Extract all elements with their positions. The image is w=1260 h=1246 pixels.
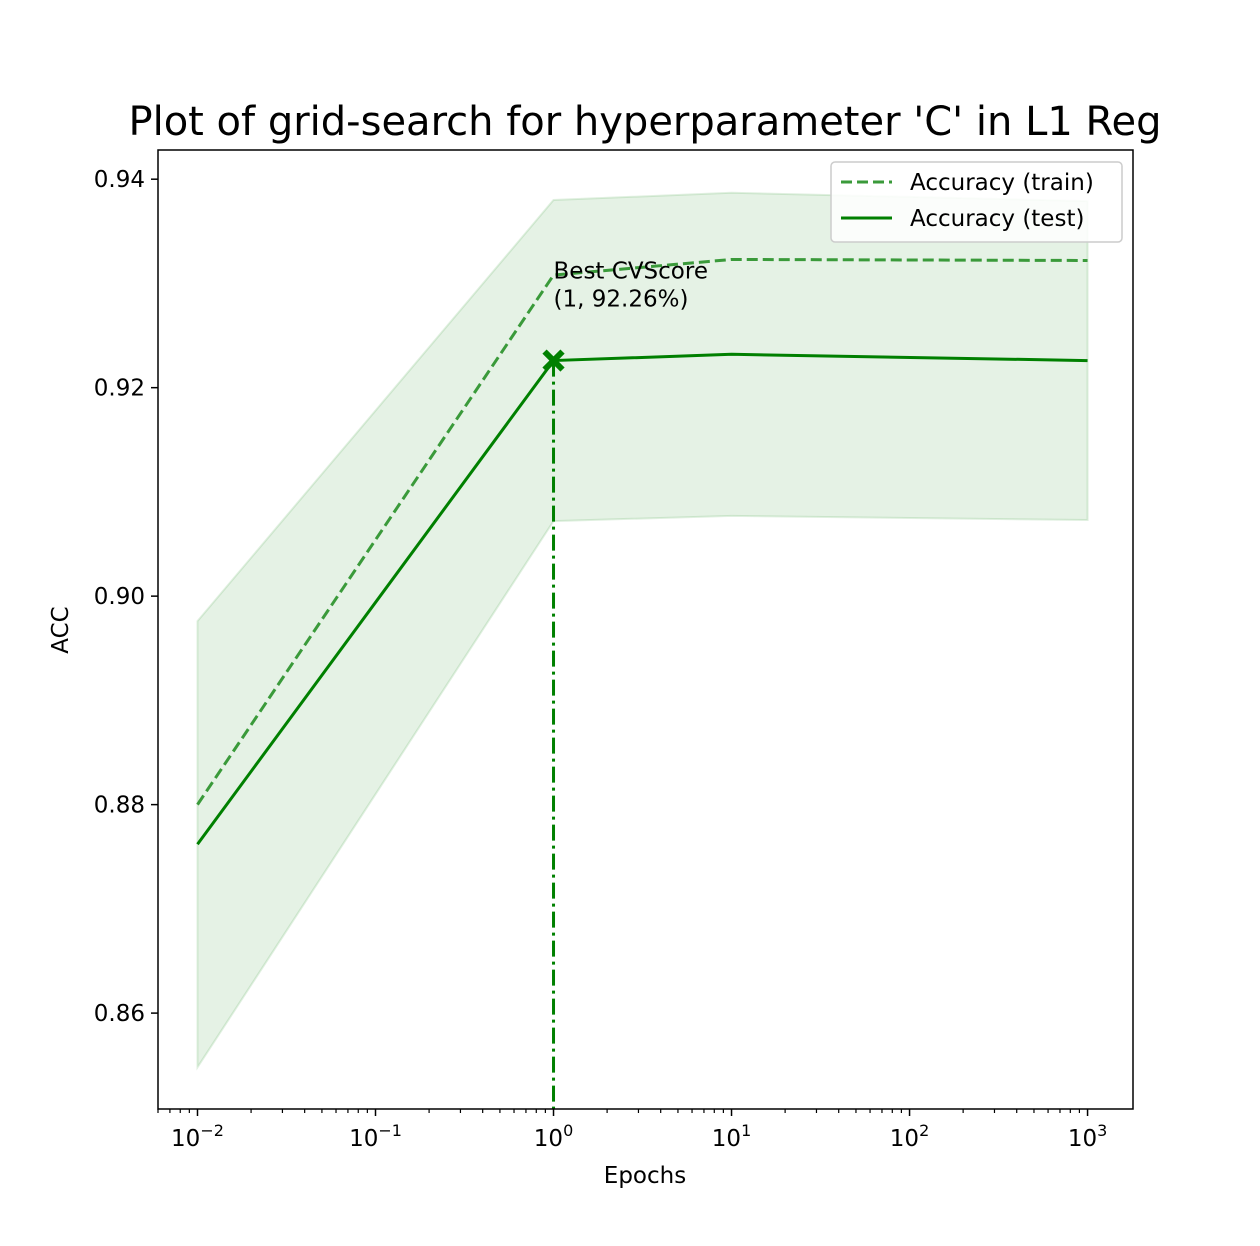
y-tick-label: 0.88: [94, 793, 145, 819]
plot-frame: [157, 149, 1134, 1110]
x-tick-exponent: 2: [919, 1121, 929, 1140]
x-tick-base: 10: [349, 1126, 378, 1152]
x-tick-label: 10−1: [349, 1121, 402, 1152]
x-tick-label: 10−2: [171, 1121, 224, 1152]
x-axis-label: Epochs: [604, 1163, 686, 1189]
x-tick-exponent: 0: [563, 1121, 573, 1140]
train-accuracy-line: [196, 257, 1088, 806]
x-tick-exponent: −2: [200, 1121, 224, 1140]
x-tick-base: 10: [171, 1126, 200, 1152]
confidence-band: [196, 191, 1089, 1071]
y-tick-label: 0.90: [94, 584, 145, 610]
x-tick-label: 100: [534, 1121, 573, 1152]
annotation-line-1: Best CVScore: [554, 258, 708, 284]
x-tick-base: 10: [890, 1126, 919, 1152]
x-tick-exponent: 3: [1097, 1121, 1107, 1140]
test-accuracy-line: [196, 352, 1088, 846]
annotation-line-2: (1, 92.26%): [554, 286, 689, 312]
x-tick-base: 10: [1068, 1126, 1097, 1152]
y-tick-label: 0.92: [94, 376, 145, 402]
x-tick-exponent: −1: [378, 1121, 402, 1140]
legend-label-test: Accuracy (test): [910, 206, 1084, 232]
legend-box: [830, 161, 1123, 243]
x-tick-label: 103: [1068, 1121, 1107, 1152]
x-tick-base: 10: [534, 1126, 563, 1152]
legend: Accuracy (train) Accuracy (test): [830, 161, 1123, 243]
chart-title: Plot of grid-search for hyperparameter '…: [128, 99, 1161, 145]
best-score-marker: [542, 349, 565, 372]
x-tick-label: 102: [890, 1121, 929, 1152]
x-tick-base: 10: [712, 1126, 741, 1152]
y-tick-label: 0.86: [94, 1001, 145, 1027]
best-score-annotation: Best CVScore (1, 92.26%): [554, 258, 716, 312]
y-tick-label: 0.94: [94, 167, 145, 193]
legend-label-train: Accuracy (train): [910, 170, 1094, 196]
x-tick-label: 101: [712, 1121, 751, 1152]
x-tick-exponent: 1: [741, 1121, 751, 1140]
y-axis-label: ACC: [48, 606, 74, 653]
